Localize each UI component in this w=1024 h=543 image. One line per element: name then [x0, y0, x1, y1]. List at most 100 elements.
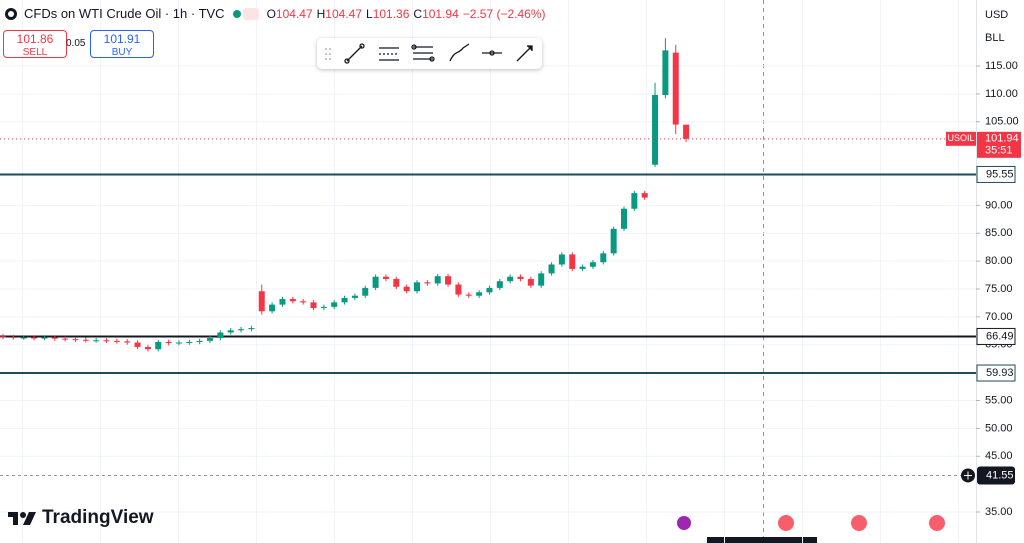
buy-button[interactable]: 101.91 BUY [90, 30, 154, 58]
toolbar-icons [325, 43, 533, 64]
change: −2.57 (−2.46%) [462, 6, 546, 21]
candle-body [414, 282, 420, 292]
candle-body [300, 301, 307, 303]
candle-body [134, 342, 141, 347]
level-label-bg [976, 364, 1016, 382]
y-tick-label: 90.00 [985, 199, 1013, 211]
candle-body [434, 276, 441, 284]
unit-menu[interactable]: BLL [985, 32, 1005, 44]
header: CFDs on WTI Crude Oil · 1h · TVC O104.47… [4, 6, 546, 21]
candle-body [610, 228, 617, 254]
candle-body [476, 292, 483, 296]
candle-body [165, 341, 172, 344]
candle-body [548, 264, 555, 274]
buy-price: 101.91 [103, 32, 141, 46]
level-label: 59.93 [986, 367, 1014, 379]
bottom-bar [707, 537, 817, 543]
event-icon[interactable] [929, 515, 945, 531]
candle-body [527, 278, 534, 286]
y-tick-label: 80.00 [985, 255, 1013, 267]
ohlc-value: 104.47 [275, 6, 313, 21]
ohlc-key: C [413, 6, 423, 21]
candle-body [124, 341, 131, 343]
level-label: 95.55 [986, 168, 1014, 180]
candle-body [600, 253, 607, 263]
spread: 0.05 [66, 38, 86, 49]
symbol-label: USOIL [947, 133, 974, 143]
y-tick-label: 105.00 [985, 116, 1019, 128]
candle-body [558, 254, 565, 265]
candle-body [62, 338, 69, 340]
ohlc: O104.47 H104.47 L101.36 C101.94 −2.57 (−… [267, 7, 546, 21]
event-icons [677, 515, 945, 531]
candle-body [258, 291, 265, 312]
status-icons [232, 7, 259, 20]
brand-name: TradingView [42, 507, 154, 528]
candle-body [683, 124, 690, 139]
sell-button[interactable]: 101.86 SELL [3, 30, 67, 58]
candle-body [72, 339, 79, 341]
candle-body [445, 276, 452, 285]
candle-body [382, 276, 389, 279]
candle-body [341, 297, 348, 303]
tool-brush[interactable] [449, 43, 470, 62]
symbol-label-bg [946, 131, 976, 146]
candle-body [672, 52, 679, 125]
candle-body [31, 337, 38, 339]
candle-body [455, 284, 462, 295]
level-label-bg [976, 327, 1016, 345]
candle-body [82, 339, 89, 341]
y-tick-label: 115.00 [985, 60, 1018, 72]
symbol-title[interactable]: CFDs on WTI Crude Oil · 1h · TVC [24, 6, 225, 21]
candle-body [175, 342, 182, 344]
tool-arrow[interactable] [516, 45, 533, 62]
y-tick-label: 75.00 [985, 283, 1013, 295]
candle-body [662, 50, 669, 95]
candle-body [238, 329, 245, 331]
last-price-label-bg [977, 131, 1021, 158]
candle-body [113, 340, 120, 342]
candle-body [103, 340, 110, 342]
candle-body [248, 328, 255, 330]
tool-fib[interactable] [411, 44, 435, 62]
y-tick-label: 35.00 [985, 506, 1013, 518]
currency-menu[interactable]: USD [985, 9, 1009, 21]
sell-price: 101.86 [16, 32, 54, 46]
tool-hline[interactable] [482, 50, 502, 56]
candle-body [207, 338, 213, 341]
candle-body [351, 295, 358, 298]
level-label: 66.49 [986, 330, 1014, 342]
candle-body [0, 336, 6, 338]
ohlc-value: 101.94 [422, 6, 459, 21]
buy-label: BUY [111, 47, 133, 58]
y-tick-label: 110.00 [985, 88, 1018, 100]
add-alert-icon [964, 471, 972, 480]
event-icon[interactable] [851, 515, 867, 531]
candle-body [196, 340, 203, 342]
tool-parallel[interactable] [379, 47, 399, 61]
candle-body [51, 337, 58, 339]
candle-body [279, 299, 286, 305]
symbol-icon [5, 7, 17, 20]
y-tick-label: 85.00 [985, 227, 1013, 239]
candle-body [20, 337, 27, 339]
candle-body [289, 299, 296, 302]
y-tick-label: 70.00 [985, 311, 1013, 323]
brand: TradingView [8, 507, 154, 529]
event-icon[interactable] [778, 515, 794, 531]
candle-body [217, 332, 224, 339]
ohlc-value: 104.47 [325, 6, 362, 21]
level-label-bg [976, 165, 1016, 183]
candle-body [310, 302, 317, 308]
candle-body [331, 302, 338, 307]
tool-trendline[interactable] [344, 43, 365, 64]
candle-body [10, 336, 17, 338]
candle-body [579, 266, 586, 269]
candle-body [486, 287, 493, 293]
candle-body [589, 262, 596, 267]
y-tick-label: 55.00 [985, 394, 1013, 406]
event-icon[interactable] [677, 516, 691, 530]
sell-label: SELL [22, 47, 48, 58]
candle-body [320, 306, 327, 308]
